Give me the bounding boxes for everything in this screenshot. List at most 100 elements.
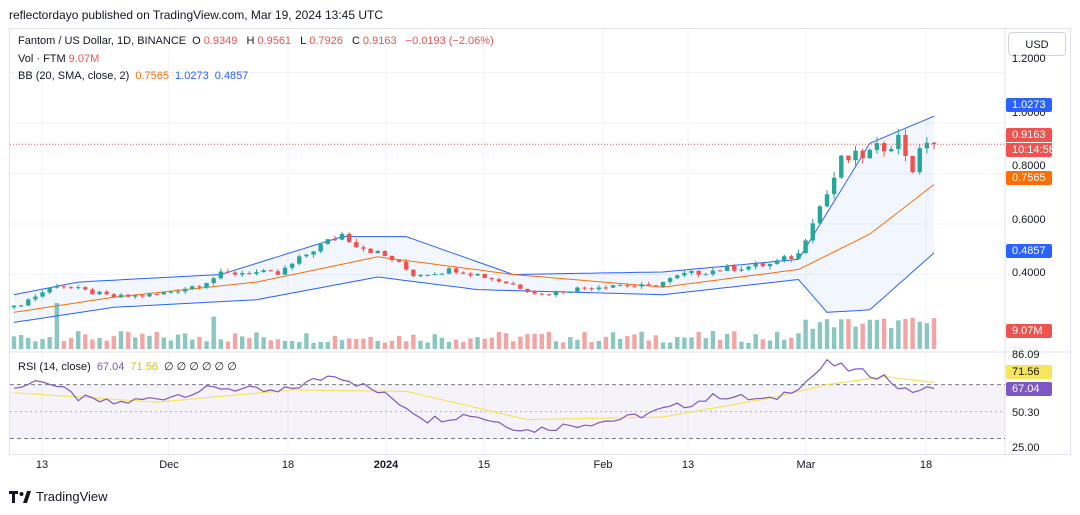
- volume-bar: [304, 333, 309, 349]
- volume-bar: [682, 337, 687, 349]
- candle: [831, 177, 837, 195]
- bb-mid-value: 0.7565: [135, 70, 169, 82]
- volume-bar: [26, 337, 31, 349]
- volume-bar: [61, 341, 67, 349]
- volume-bar: [646, 340, 651, 349]
- volume-bar: [297, 342, 302, 349]
- rsi-axis-label: 86.09: [1012, 349, 1040, 361]
- volume-bar: [468, 338, 473, 349]
- candle: [161, 292, 166, 295]
- low-label: L: [300, 35, 307, 47]
- rsi-axis-label: 50.30: [1012, 407, 1040, 419]
- candle: [133, 295, 138, 297]
- volume-bar: [97, 337, 102, 349]
- candle: [54, 286, 59, 288]
- candle: [503, 281, 509, 284]
- volume-bar: [853, 326, 858, 349]
- candle: [724, 265, 730, 271]
- volume-bar: [368, 336, 373, 349]
- candle: [104, 291, 109, 295]
- candle: [660, 281, 666, 287]
- candle: [261, 270, 266, 273]
- price-axis-label: 1.2000: [1012, 53, 1046, 65]
- volume-bar: [375, 340, 380, 349]
- volume-bar: [774, 331, 780, 349]
- volume-bar: [518, 336, 523, 349]
- volume-bar: [404, 341, 409, 349]
- candle: [289, 263, 295, 268]
- volume-bar: [154, 331, 159, 349]
- bollinger-band-fill: [14, 116, 934, 323]
- volume-bar: [924, 323, 930, 349]
- candle: [218, 271, 224, 279]
- volume-bar: [539, 333, 544, 349]
- candle: [90, 289, 95, 295]
- volume-bar: [218, 339, 224, 349]
- candle: [689, 270, 694, 273]
- time-axis-label: 15: [477, 459, 491, 471]
- candle: [75, 287, 81, 289]
- volume-bar: [40, 339, 45, 349]
- candle: [304, 254, 309, 257]
- candle: [560, 291, 566, 293]
- candle: [596, 287, 602, 290]
- volume-bar: [782, 339, 787, 349]
- candle: [361, 247, 366, 249]
- candle: [26, 299, 31, 306]
- candle: [839, 155, 844, 178]
- volume-bar: [33, 341, 38, 349]
- candle: [896, 134, 901, 149]
- volume-bar: [553, 341, 559, 349]
- volume-bar: [232, 333, 238, 349]
- rsi-extra: ∅ ∅ ∅ ∅ ∅ ∅: [164, 361, 237, 373]
- high-value: 0.9561: [257, 35, 292, 47]
- volume-bar: [282, 340, 288, 349]
- candle: [546, 294, 552, 296]
- vol-label: Vol · FTM: [18, 53, 66, 65]
- volume-bar: [839, 319, 844, 349]
- volume-bar: [910, 317, 915, 349]
- bb-up-value: 1.0273: [175, 70, 209, 82]
- volume-bar: [83, 334, 88, 349]
- volume-bar: [311, 342, 316, 349]
- rsi-pane: [10, 358, 1005, 440]
- candle: [297, 256, 302, 264]
- volume-bar: [610, 332, 616, 349]
- volume-bar: [289, 340, 295, 349]
- volume-bar: [190, 339, 195, 349]
- chart-frame: [9, 28, 1071, 455]
- tradingview-logo[interactable]: TradingView: [9, 489, 108, 504]
- time-axis-label: 13: [681, 459, 695, 471]
- candle: [147, 293, 152, 297]
- candle: [553, 291, 559, 296]
- candle: [175, 291, 181, 293]
- time-axis-label: 18: [281, 459, 295, 471]
- candle: [182, 288, 188, 292]
- volume-bar: [339, 340, 345, 349]
- candle: [325, 239, 330, 244]
- volume-bar: [696, 332, 701, 349]
- volume-bar: [881, 318, 887, 349]
- volume-bar: [625, 336, 630, 349]
- volume-bar: [354, 339, 359, 349]
- rsi-line: [13, 358, 935, 433]
- bollinger-lines: [13, 115, 935, 323]
- candle: [575, 287, 580, 292]
- low-value: 0.7926: [309, 35, 343, 47]
- candle: [675, 275, 680, 279]
- candle: [311, 251, 316, 255]
- volume-bar: [11, 336, 17, 349]
- candle: [11, 305, 17, 308]
- volume-bar: [760, 339, 766, 349]
- candle: [910, 155, 915, 173]
- candle: [47, 287, 52, 293]
- candle: [625, 285, 630, 287]
- volume-bar: [496, 331, 502, 349]
- candle: [582, 287, 587, 289]
- volume-bar: [133, 337, 138, 349]
- currency-button[interactable]: USD: [1008, 32, 1066, 56]
- candle: [589, 288, 594, 290]
- change-value: −0.0193 (−2.06%): [405, 35, 494, 47]
- volume-bar: [660, 342, 666, 349]
